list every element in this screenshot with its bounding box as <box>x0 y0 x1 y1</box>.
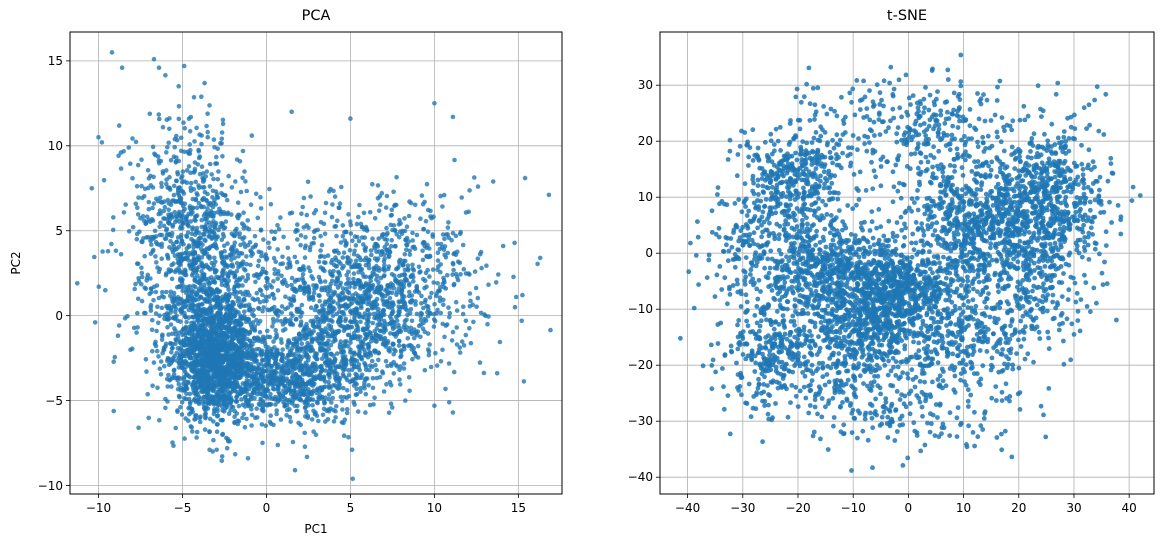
tsne-x-tick-label: 0 <box>904 501 913 515</box>
tsne-y-tick-label: −40 <box>627 470 653 485</box>
tsne-axes <box>656 31 1155 498</box>
tsne-x-tick-label: 10 <box>955 501 972 515</box>
pca-y-tick-label: 15 <box>47 53 63 68</box>
tsne-x-tick-label: −40 <box>674 501 701 515</box>
tsne-x-tick-label: −30 <box>730 501 756 515</box>
tsne-x-tick-label: −20 <box>785 501 811 515</box>
pca-x-tick-label: −10 <box>85 501 112 515</box>
tsne-y-tick-label: 20 <box>637 134 653 149</box>
tsne-y-tick-label: −30 <box>627 414 653 429</box>
pca-frame <box>69 31 563 495</box>
pca-axes <box>66 31 563 498</box>
pca-x-tick-label: 0 <box>262 501 271 515</box>
pca-x-axis-label: PC1 <box>304 522 328 536</box>
tsne-y-tick-label: 10 <box>637 190 653 205</box>
pca-y-tick-label: −5 <box>45 393 63 408</box>
pca-y-tick-label: −10 <box>37 478 63 493</box>
pca-y-tick-label: 10 <box>47 138 63 153</box>
tsne-y-tick-label: −10 <box>627 302 653 317</box>
pca-scatter-points <box>75 50 553 482</box>
pca-y-tick-label: 0 <box>55 308 63 323</box>
pca-y-axis-label: PC2 <box>9 251 23 275</box>
tsne-y-tick-label: 0 <box>645 246 653 261</box>
tsne-y-tick-label: −20 <box>627 358 653 373</box>
pca-x-tick-label: 15 <box>510 501 526 515</box>
tsne-x-tick-label: −10 <box>840 501 866 515</box>
pca-x-tick-label: −5 <box>173 501 192 515</box>
tsne-x-tick-label: 30 <box>1066 501 1082 515</box>
tsne-x-tick-label: 20 <box>1011 501 1027 515</box>
pca-title: PCA <box>301 8 331 24</box>
tsne-frame <box>659 31 1155 495</box>
pca-y-tick-label: 5 <box>55 223 63 238</box>
pca-x-tick-label: 10 <box>426 501 443 515</box>
pca-x-tick-label: 5 <box>346 501 355 515</box>
tsne-y-tick-label: 30 <box>637 78 653 93</box>
tsne-x-tick-label: 40 <box>1121 501 1137 515</box>
tsne-title: t-SNE <box>886 8 928 24</box>
tsne-scatter-points <box>678 52 1143 473</box>
